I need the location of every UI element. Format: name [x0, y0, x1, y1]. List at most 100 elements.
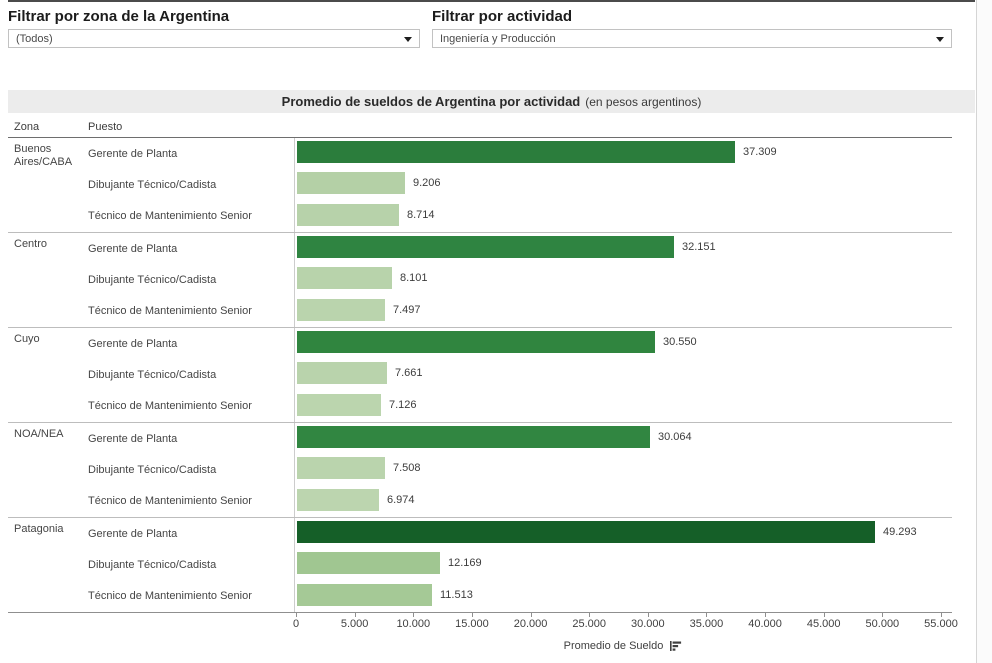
bar[interactable]: [297, 298, 385, 321]
table-row: Gerente de Planta 37.309: [84, 138, 952, 170]
value-label: 7.508: [393, 462, 421, 475]
table-row: Dibujante Técnico/Cadista 12.169: [84, 549, 952, 581]
bar-line: 7.661: [297, 362, 952, 385]
zone-rows: Gerente de Planta 37.309 Dibujante Técnico…: [84, 138, 952, 232]
bar[interactable]: [297, 552, 440, 575]
zone-rows: Gerente de Planta 49.293 Dibujante Técnico…: [84, 518, 952, 612]
bar[interactable]: [297, 521, 875, 543]
zone-section: NOA/NEA Gerente de Planta 30.064 Dibujante …: [8, 423, 952, 518]
x-axis-tick-label: 0: [292, 618, 300, 630]
value-label: 8.714: [407, 208, 435, 221]
puesto-label: Gerente de Planta: [88, 147, 178, 160]
x-axis-tick-label: 50.000: [865, 618, 900, 630]
bar[interactable]: [297, 141, 735, 163]
x-axis-tick-mark: [413, 613, 415, 617]
sort-descending-icon[interactable]: [670, 640, 682, 652]
bar-line: 8.714: [297, 203, 952, 226]
puesto-label: Dibujante Técnico/Cadista: [88, 368, 217, 381]
x-axis-tick-mark: [823, 613, 825, 617]
x-axis-title: Promedio de Sueldo: [563, 640, 664, 652]
zone-filter-dropdown[interactable]: (Todos): [8, 29, 420, 48]
x-axis-tick-mark: [296, 613, 297, 617]
value-label: 6.974: [387, 493, 415, 506]
activity-filter-dropdown[interactable]: Ingeniería y Producción: [432, 29, 952, 48]
bar-area: 11.513: [294, 580, 952, 612]
x-axis-tick-mark: [530, 613, 532, 617]
zone-rows: Gerente de Planta 30.064 Dibujante Técnico…: [84, 423, 952, 517]
bar[interactable]: [297, 362, 387, 385]
puesto-label: Técnico de Mantenimiento Senior: [88, 400, 252, 413]
x-axis-tick-label: 55.000: [924, 618, 958, 630]
bar[interactable]: [297, 172, 405, 195]
puesto-column-header: Puesto: [88, 121, 123, 133]
bar-line: 8.101: [297, 267, 952, 290]
puesto-label: Técnico de Mantenimiento Senior: [88, 590, 252, 603]
puesto-label: Gerente de Planta: [88, 337, 178, 350]
zone-section: Buenos Aires/CABA Gerente de Planta 37.309…: [8, 138, 952, 233]
table-row: Técnico de Mantenimiento Senior 7.126: [84, 390, 952, 422]
zone-rows: Gerente de Planta 32.151 Dibujante Técnico…: [84, 233, 952, 327]
column-headers: Zona Puesto: [8, 117, 952, 138]
table-row: Dibujante Técnico/Cadista 8.101: [84, 264, 952, 296]
bar-area: 12.169: [294, 549, 952, 581]
value-label: 11.513: [440, 588, 473, 601]
x-axis-title-row: Promedio de Sueldo: [294, 640, 952, 652]
bar[interactable]: [297, 236, 674, 258]
chart-title-band: Promedio de sueldos de Argentina por act…: [8, 90, 975, 113]
x-axis-tick-mark: [647, 613, 649, 617]
bar-line: 9.206: [297, 172, 952, 195]
value-label: 30.550: [663, 336, 697, 348]
x-axis-tick-label: 30.000: [630, 618, 665, 630]
table-row: Técnico de Mantenimiento Senior 11.513: [84, 580, 952, 612]
table-row: Dibujante Técnico/Cadista 9.206: [84, 169, 952, 201]
value-label: 30.064: [658, 431, 692, 443]
bar-line: 6.974: [297, 488, 952, 511]
bar-area: 30.550: [294, 328, 952, 360]
activity-filter-label: Filtrar por actividad: [432, 8, 573, 25]
bar-area: 8.101: [294, 264, 952, 296]
value-label: 7.497: [393, 303, 421, 316]
x-axis-tick-mark: [471, 613, 473, 617]
chart-title-suffix: (en pesos argentinos): [585, 94, 702, 109]
zone-label: Centro: [14, 238, 48, 250]
bar-line: 49.293: [297, 521, 952, 543]
zone-label: Patagonia: [14, 523, 64, 535]
bar-line: 30.550: [297, 331, 952, 353]
value-label: 32.151: [682, 241, 716, 253]
bar-area: 7.497: [294, 295, 952, 327]
bar[interactable]: [297, 203, 399, 226]
right-scrollbar-track[interactable]: [976, 0, 992, 663]
bar-area: 32.151: [294, 233, 952, 265]
value-label: 7.661: [395, 367, 423, 380]
bar[interactable]: [297, 457, 385, 480]
bar[interactable]: [297, 583, 432, 606]
zone-section: Centro Gerente de Planta 32.151 Dibujante T…: [8, 233, 952, 328]
x-axis-tick-mark: [589, 613, 591, 617]
bar-line: 11.513: [297, 583, 952, 606]
x-axis-tick-mark: [354, 613, 356, 617]
x-axis-tick-mark: [941, 613, 942, 617]
filters-row: Filtrar por zona de la Argentina (Todos)…: [8, 7, 975, 48]
zona-column-header: Zona: [14, 121, 40, 133]
puesto-label: Gerente de Planta: [88, 527, 178, 540]
bar-line: 7.508: [297, 457, 952, 480]
zone-label: Buenos Aires/CABA: [14, 143, 73, 168]
activity-filter-value: Ingeniería y Producción: [440, 32, 556, 45]
table-row: Dibujante Técnico/Cadista 7.508: [84, 454, 952, 486]
zone-filter: Filtrar por zona de la Argentina (Todos): [8, 7, 420, 48]
value-label: 9.206: [413, 177, 441, 190]
bar[interactable]: [297, 331, 655, 353]
x-axis-ticks: 0 5.000 10.000 15.000 20.000 25.000 30.000 35.0…: [292, 613, 958, 631]
x-axis-tick-mark: [765, 613, 767, 617]
table-row: Gerente de Planta 30.550: [84, 328, 952, 360]
bar-area: 37.309: [294, 138, 952, 170]
bar[interactable]: [297, 393, 381, 416]
top-border: [8, 0, 975, 2]
bar[interactable]: [297, 267, 392, 290]
value-label: 12.169: [448, 557, 482, 570]
puesto-label: Dibujante Técnico/Cadista: [88, 273, 217, 286]
bar[interactable]: [297, 488, 379, 511]
x-axis-tick-label: 40.000: [748, 618, 782, 630]
bar-line: 30.064: [297, 426, 952, 448]
bar[interactable]: [297, 426, 650, 448]
